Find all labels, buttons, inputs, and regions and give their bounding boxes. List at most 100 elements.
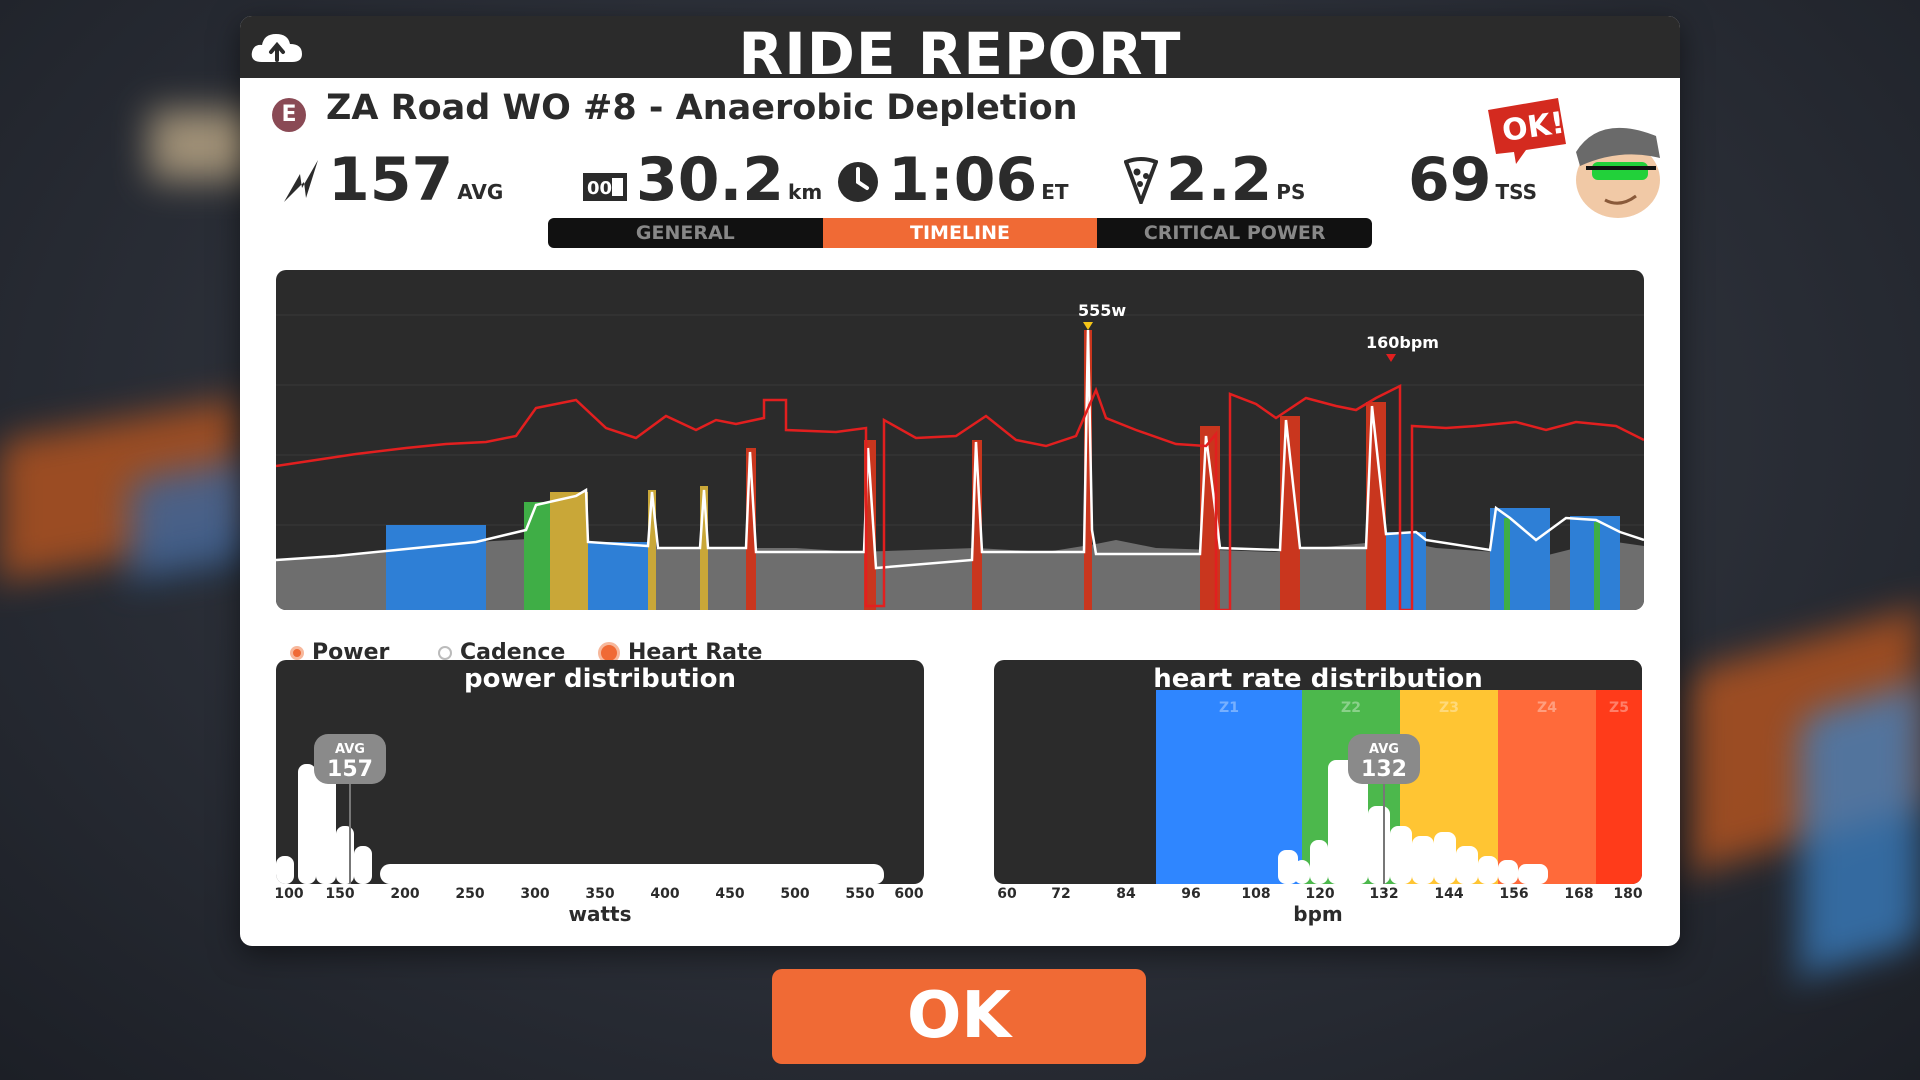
tab-timeline[interactable]: TIMELINE bbox=[822, 218, 1098, 248]
distance-value: 30.2 bbox=[636, 145, 785, 215]
power-distribution-chart: power distribution AVG 157 bbox=[276, 660, 924, 884]
zone-z1 bbox=[1156, 690, 1302, 884]
power-avg-badge bbox=[314, 734, 386, 784]
tss-unit: TSS bbox=[1495, 180, 1538, 204]
elapsed-time-value: 1:06 bbox=[888, 145, 1038, 215]
power-tick: 350 bbox=[585, 886, 615, 902]
hr-distribution-title: heart rate distribution bbox=[1153, 664, 1483, 694]
hr-tick: 144 bbox=[1434, 886, 1464, 902]
hr-histogram bbox=[1278, 760, 1548, 884]
heart-rate-distribution-chart: Z1 Z2 Z3 Z4 Z5 bbox=[994, 660, 1642, 884]
cadence-radio-icon[interactable] bbox=[438, 645, 452, 660]
hr-zones bbox=[1156, 690, 1642, 884]
zone-label-z3: Z3 bbox=[1439, 700, 1459, 716]
pizza-value: 2.2 bbox=[1166, 145, 1273, 215]
header-bar: RIDE REPORT bbox=[240, 16, 1680, 88]
zone-bar-z2 bbox=[1504, 518, 1510, 610]
power-distribution-title: power distribution bbox=[464, 664, 736, 694]
peak-power-label: 555w bbox=[1078, 301, 1126, 320]
power-avg-value: 157 bbox=[327, 757, 373, 782]
elapsed-time-stat: 1:06 ET bbox=[836, 140, 1069, 210]
background-road-left-blue bbox=[130, 459, 250, 581]
peak-hr-label: 160bpm bbox=[1366, 333, 1439, 352]
zone-label-z1: Z1 bbox=[1219, 700, 1239, 716]
zone-bar-z1 bbox=[588, 542, 648, 610]
elapsed-time-unit: ET bbox=[1041, 180, 1069, 204]
workout-name: ZA Road WO #8 - Anaerobic Depletion bbox=[326, 88, 1078, 128]
avg-power-value: 157 bbox=[328, 145, 454, 215]
power-axis-label: watts bbox=[568, 902, 632, 926]
zone-bar-z5 bbox=[1084, 330, 1092, 610]
page-title: RIDE REPORT bbox=[738, 20, 1182, 88]
zone-bar-z1 bbox=[386, 525, 486, 610]
hr-tick: 120 bbox=[1305, 886, 1335, 902]
tab-general[interactable]: GENERAL bbox=[635, 222, 735, 244]
power-tick: 200 bbox=[390, 886, 420, 902]
power-tick: 600 bbox=[894, 886, 924, 902]
hr-distribution-title-bg bbox=[1156, 660, 1642, 690]
zone-bar-z1 bbox=[1490, 508, 1550, 610]
power-tick: 500 bbox=[780, 886, 810, 902]
tab-critical-power[interactable]: CRITICAL POWER bbox=[1143, 222, 1326, 244]
pizza-slice-icon bbox=[1124, 157, 1158, 204]
timeline-chart: 555w 160bpm bbox=[276, 270, 1644, 610]
avg-power-unit: AVG bbox=[457, 180, 504, 204]
avatar-head-icon bbox=[1576, 127, 1660, 218]
hr-tick: 72 bbox=[1051, 886, 1071, 902]
tss-stat: 69 TSS bbox=[1408, 140, 1537, 210]
ok-button[interactable]: OK bbox=[772, 969, 1146, 1064]
ok-badge-text: OK! bbox=[1500, 106, 1567, 149]
tss-value: 69 bbox=[1408, 145, 1492, 215]
zone-label-z5: Z5 bbox=[1609, 700, 1629, 716]
zone-label-z4: Z4 bbox=[1537, 700, 1557, 716]
clock-icon bbox=[838, 162, 878, 202]
hr-tick: 132 bbox=[1369, 886, 1399, 902]
hr-tick: 180 bbox=[1613, 886, 1643, 902]
hr-tick: 156 bbox=[1499, 886, 1529, 902]
zone-bar-z5 bbox=[972, 440, 982, 610]
power-tick: 100 bbox=[274, 886, 304, 902]
hr-tick: 108 bbox=[1241, 886, 1271, 902]
zone-bar-z2 bbox=[524, 502, 550, 610]
power-tick: 300 bbox=[520, 886, 550, 902]
zone-bar-z3 bbox=[700, 486, 708, 610]
power-radio-icon[interactable] bbox=[290, 645, 304, 660]
odometer-icon: 00 bbox=[583, 173, 627, 201]
zone-bar-z2 bbox=[1594, 522, 1600, 610]
odometer-icon-text: 00 bbox=[587, 178, 612, 199]
zone-bar-z3 bbox=[648, 490, 656, 610]
power-line bbox=[276, 329, 1644, 570]
power-tick: 450 bbox=[715, 886, 745, 902]
power-avg-label: AVG bbox=[335, 742, 365, 757]
distance-stat: 00 30.2 km bbox=[582, 140, 822, 210]
peak-hr-marker-icon bbox=[1386, 354, 1396, 362]
avatar-ok-badge: OK! bbox=[1480, 92, 1680, 226]
report-tabs: GENERAL TIMELINE CRITICAL POWER bbox=[548, 218, 1372, 248]
pizza-unit: PS bbox=[1276, 180, 1306, 204]
ok-speech-bubble-icon: OK! bbox=[1488, 98, 1567, 164]
hr-avg-label: AVG bbox=[1369, 742, 1399, 757]
power-tick: 250 bbox=[455, 886, 485, 902]
zone-bar-z3 bbox=[550, 492, 588, 610]
hr-tick: 60 bbox=[997, 886, 1017, 902]
pizza-stat: 2.2 PS bbox=[1124, 140, 1305, 210]
hr-tick: 84 bbox=[1116, 886, 1136, 902]
ride-report-panel: RIDE REPORT E ZA Road WO #8 - Anaerobic … bbox=[240, 16, 1680, 946]
cloud-upload-icon[interactable] bbox=[248, 28, 308, 72]
zone-z5 bbox=[1596, 690, 1642, 884]
timeline-gridlines bbox=[276, 314, 1644, 526]
zone-z4 bbox=[1498, 690, 1596, 884]
peak-power-marker-icon bbox=[1083, 322, 1093, 330]
hr-tick: 168 bbox=[1564, 886, 1594, 902]
power-tick: 400 bbox=[650, 886, 680, 902]
zone-label-z2: Z2 bbox=[1341, 700, 1361, 716]
heart-rate-line bbox=[276, 383, 1644, 610]
power-tick: 550 bbox=[845, 886, 875, 902]
power-histogram bbox=[276, 764, 884, 884]
power-bolt-icon bbox=[284, 160, 318, 202]
hr-axis-label: bpm bbox=[1293, 902, 1343, 926]
hr-avg-value: 132 bbox=[1361, 757, 1407, 782]
zone-bar-z1 bbox=[1386, 532, 1426, 610]
distance-unit: km bbox=[788, 180, 823, 204]
workout-category-badge: E bbox=[272, 98, 306, 132]
